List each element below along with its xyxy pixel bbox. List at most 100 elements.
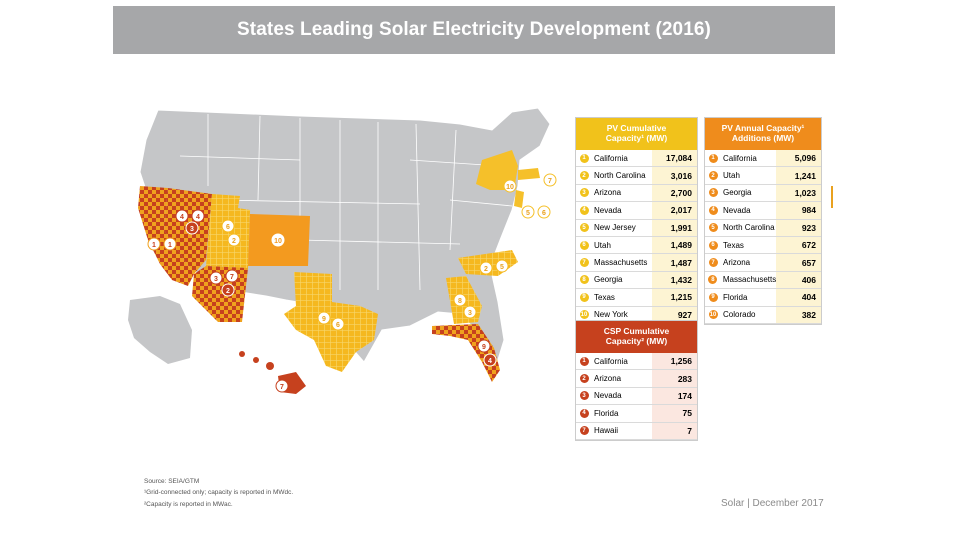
state-name: Nevada bbox=[594, 391, 622, 401]
rank-badge: 2 bbox=[576, 374, 592, 384]
table-row: 2 Arizona 283 bbox=[576, 370, 697, 388]
table-row: 10 Colorado 382 bbox=[705, 306, 821, 324]
table-row: 1 California 5,096 bbox=[705, 150, 821, 168]
footer-text: Solar | December 2017 bbox=[721, 498, 824, 509]
marker-fl-1: 9 bbox=[477, 339, 491, 353]
rank-badge: 6 bbox=[705, 240, 721, 250]
capacity-value: 1,256 bbox=[652, 353, 697, 370]
marker-ny: 10 bbox=[503, 179, 517, 193]
capacity-value: 1,487 bbox=[652, 254, 697, 271]
marker-az-2: 7 bbox=[225, 269, 239, 283]
pv-annual-table: PV Annual Capacity¹ Additions (MW) 1 Calif… bbox=[704, 117, 822, 325]
capacity-value: 382 bbox=[776, 306, 821, 323]
svg-text:9: 9 bbox=[322, 316, 326, 323]
state-name: Massachusetts bbox=[594, 258, 648, 268]
capacity-value: 927 bbox=[652, 306, 697, 323]
table-row: 6 Texas 672 bbox=[705, 236, 821, 255]
rank-badge: 5 bbox=[705, 223, 721, 233]
state-name: New York bbox=[594, 310, 628, 320]
table-row: 8 Georgia 1,432 bbox=[576, 271, 697, 290]
table-row: 4 Florida 75 bbox=[576, 405, 697, 423]
rank-badge: 3 bbox=[576, 188, 592, 198]
svg-text:3: 3 bbox=[190, 226, 194, 233]
state-name: Florida bbox=[723, 292, 748, 302]
marker-ga-2: 3 bbox=[463, 305, 477, 319]
marker-hi: 7 bbox=[275, 379, 289, 393]
table-row: 6 Utah 1,489 bbox=[576, 236, 697, 255]
capacity-value: 923 bbox=[776, 219, 821, 236]
svg-text:2: 2 bbox=[232, 238, 236, 245]
rank-badge: 2 bbox=[576, 171, 592, 181]
marker-nv-2: 4 bbox=[191, 209, 205, 223]
svg-text:4: 4 bbox=[488, 358, 492, 365]
svg-text:10: 10 bbox=[274, 238, 282, 245]
state-name: Texas bbox=[594, 292, 615, 302]
marker-fl-2: 4 bbox=[483, 353, 497, 367]
accent-line bbox=[831, 186, 833, 208]
capacity-value: 3,016 bbox=[652, 167, 697, 184]
rank-badge: 5 bbox=[576, 223, 592, 233]
table-row: 3 Arizona 2,700 bbox=[576, 184, 697, 203]
svg-text:8: 8 bbox=[458, 298, 462, 305]
capacity-value: 984 bbox=[776, 202, 821, 219]
marker-tx-2: 6 bbox=[331, 317, 345, 331]
rank-badge: 2 bbox=[705, 171, 721, 181]
marker-ca-1: 1 bbox=[147, 237, 161, 251]
rank-badge: 4 bbox=[576, 408, 592, 418]
svg-text:6: 6 bbox=[226, 224, 230, 231]
rank-badge: 3 bbox=[705, 188, 721, 198]
capacity-value: 1,432 bbox=[652, 271, 697, 289]
marker-ut-1: 6 bbox=[221, 219, 235, 233]
table-row: 3 Nevada 174 bbox=[576, 387, 697, 406]
rank-badge: 6 bbox=[576, 240, 592, 250]
capacity-value: 1,023 bbox=[776, 184, 821, 202]
state-name: Georgia bbox=[594, 275, 623, 285]
pv-annual-header: PV Annual Capacity¹ Additions (MW) bbox=[705, 118, 821, 150]
hawaii bbox=[239, 351, 306, 394]
table-row: 5 New Jersey 1,991 bbox=[576, 219, 697, 237]
svg-text:1: 1 bbox=[152, 242, 156, 249]
marker-ga-1: 8 bbox=[453, 293, 467, 307]
footnote-1: ¹Grid-connected only; capacity is report… bbox=[144, 489, 294, 496]
california bbox=[138, 186, 194, 286]
marker-nv-1: 4 bbox=[175, 209, 189, 223]
state-name: Arizona bbox=[723, 258, 751, 268]
capacity-value: 17,084 bbox=[652, 150, 697, 167]
state-name: Utah bbox=[594, 240, 611, 250]
capacity-value: 7 bbox=[652, 422, 697, 439]
rank-badge: 1 bbox=[705, 153, 721, 163]
capacity-value: 657 bbox=[776, 254, 821, 271]
marker-ca-2: 1 bbox=[163, 237, 177, 251]
rank-badge: 3 bbox=[576, 391, 592, 401]
state-name: Texas bbox=[723, 240, 744, 250]
svg-text:3: 3 bbox=[468, 310, 472, 317]
marker-nj-1: 5 bbox=[521, 205, 535, 219]
marker-nj-2: 6 bbox=[537, 205, 551, 219]
capacity-value: 2,700 bbox=[652, 184, 697, 202]
table-row: 2 North Carolina 3,016 bbox=[576, 167, 697, 185]
rank-badge: 7 bbox=[576, 258, 592, 268]
marker-tx-1: 9 bbox=[317, 311, 331, 325]
table-row: 4 Nevada 984 bbox=[705, 202, 821, 220]
state-name: California bbox=[594, 356, 628, 366]
rank-badge: 8 bbox=[576, 275, 592, 285]
state-name: Massachusetts bbox=[722, 275, 777, 285]
capacity-value: 404 bbox=[776, 289, 821, 306]
state-name: Nevada bbox=[723, 205, 751, 215]
capacity-value: 1,241 bbox=[776, 167, 821, 184]
table-row: 2 Utah 1,241 bbox=[705, 167, 821, 185]
rank-badge: 10 bbox=[708, 310, 718, 320]
pv-cumulative-table: PV Cumulative Capacity¹ (MW) 1 California 1… bbox=[575, 117, 698, 325]
svg-text:7: 7 bbox=[230, 274, 234, 281]
capacity-value: 1,991 bbox=[652, 219, 697, 236]
capacity-value: 5,096 bbox=[776, 150, 821, 167]
table-row: 7 Arizona 657 bbox=[705, 254, 821, 272]
capacity-value: 1,489 bbox=[652, 236, 697, 254]
marker-ma: 7 bbox=[543, 173, 557, 187]
svg-text:9: 9 bbox=[482, 344, 486, 351]
rank-badge: 4 bbox=[705, 205, 721, 215]
marker-az-1: 3 bbox=[209, 271, 223, 285]
massachusetts bbox=[518, 168, 540, 180]
table-row: 1 California 1,256 bbox=[576, 353, 697, 371]
svg-text:7: 7 bbox=[548, 178, 552, 185]
